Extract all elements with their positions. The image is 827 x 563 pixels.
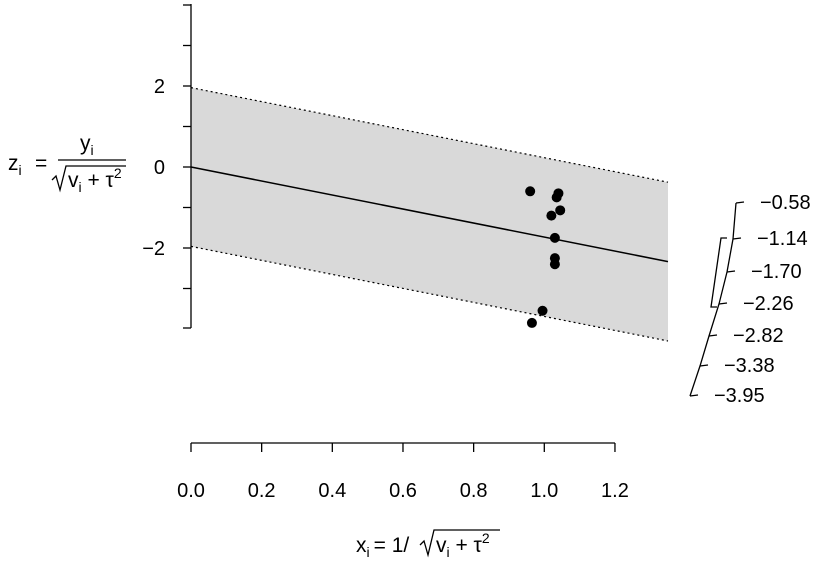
radial-tick <box>689 394 699 397</box>
y-axis: 2 0 −2 <box>142 4 192 329</box>
band-lower-boundary <box>190 245 669 342</box>
y-label-equals: = <box>35 152 47 175</box>
radial-tick-label: −3.38 <box>724 355 775 377</box>
x-tick-label: 0.4 <box>318 480 346 502</box>
x-tick-label: 0.8 <box>460 480 488 502</box>
plot-region <box>190 87 669 342</box>
data-point-5 <box>546 210 557 221</box>
x-tick-label: 0.6 <box>389 480 417 502</box>
x-label-denominator: vi + τ2 <box>436 530 490 560</box>
x-axis: 0.0 0.2 0.4 0.6 0.8 1.0 1.2 <box>177 442 629 502</box>
x-tick-label: 1.2 <box>601 480 629 502</box>
y-label-z: zi <box>8 152 22 178</box>
y-tick-label: 0 <box>154 157 165 179</box>
radial-tick-label: −3.95 <box>714 385 765 407</box>
radial-tick <box>699 364 709 367</box>
band-upper-boundary <box>190 87 669 183</box>
radial-bracket <box>710 237 727 308</box>
data-point-3 <box>551 192 562 203</box>
radial-scale-axis: −0.58 −1.14 −1.70 −2.26 −2.82 −3.38 −3.95 <box>689 192 811 407</box>
y-label-denominator: vi + τ2 <box>68 165 122 195</box>
radial-tick-label: −1.70 <box>751 261 802 283</box>
radial-tick <box>726 270 736 273</box>
x-label-sqrt-sign <box>419 529 500 558</box>
data-point-6 <box>549 232 560 243</box>
x-axis-label: xi = 1/ vi + τ2 <box>356 529 500 560</box>
data-point-9 <box>537 305 548 316</box>
regression-line <box>190 166 669 263</box>
x-tick-label: 0.0 <box>177 480 205 502</box>
data-point-1 <box>525 186 536 197</box>
y-label-numerator: yi <box>80 132 94 158</box>
radial-tick-label: −1.14 <box>757 228 808 250</box>
y-tick-label: 2 <box>154 76 165 98</box>
x-tick-label: 1.0 <box>530 480 558 502</box>
data-point-4 <box>555 205 566 216</box>
y-label-sqrt-sign <box>51 165 126 193</box>
radial-tick-label: −2.26 <box>743 293 794 315</box>
y-tick-label: −2 <box>142 238 165 260</box>
radial-tick <box>718 302 728 305</box>
data-points <box>525 186 566 328</box>
radial-tick <box>708 334 718 337</box>
data-point-8 <box>549 259 560 270</box>
data-point-10 <box>526 317 537 328</box>
y-axis-label: zi = yi vi + τ2 <box>8 132 126 195</box>
radial-tick <box>732 237 742 240</box>
radial-tick <box>735 201 745 204</box>
x-label-x: xi = 1/ <box>356 534 409 560</box>
radial-tick-label: −0.58 <box>760 192 811 214</box>
x-tick-label: 0.2 <box>248 480 276 502</box>
radial-tick-label: −2.82 <box>733 325 784 347</box>
